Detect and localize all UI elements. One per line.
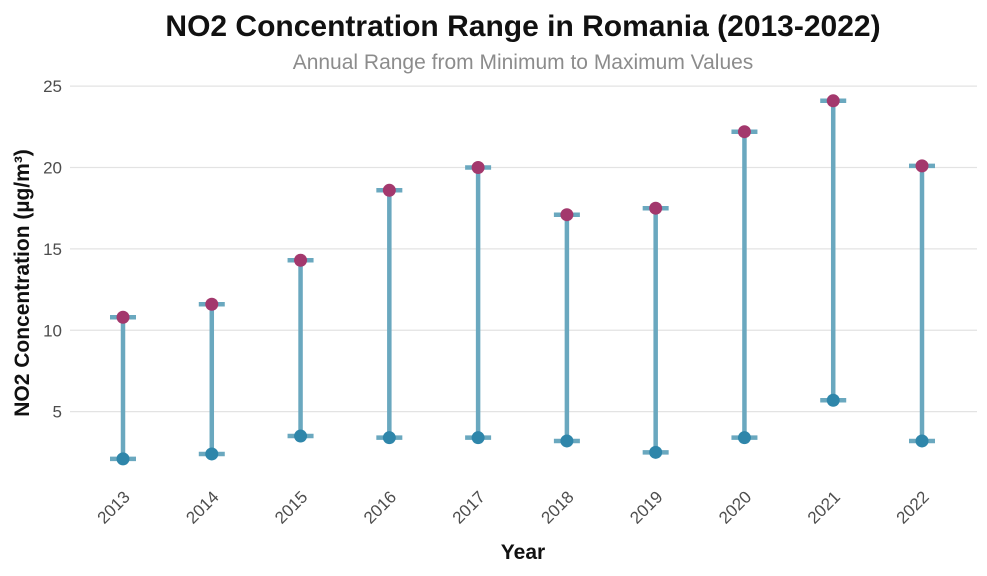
y-tick-label-10: 10 [43,321,62,340]
min-point-2018 [560,434,574,448]
x-tick-label-2020: 2020 [715,487,755,527]
min-point-2016 [382,431,396,445]
min-point-2021 [826,393,840,407]
range-group-2022 [909,159,935,448]
min-point-2013 [116,452,130,466]
min-point-2019 [649,445,663,459]
x-tick-label-2014: 2014 [182,487,222,527]
range-group-2018 [553,208,580,448]
y-tick-label-25: 25 [43,77,62,96]
x-tick-label-2015: 2015 [271,487,311,527]
range-group-2016 [376,183,403,445]
x-tick-label-2013: 2013 [94,487,134,527]
range-marks [110,94,935,466]
range-group-2015 [287,253,314,443]
y-axis-ticks: 5 10 15 20 25 [43,77,62,422]
max-point-2014 [205,297,219,311]
y-axis-title: NO2 Concentration (µg/m³) [11,149,34,417]
max-point-2016 [382,183,396,197]
x-tick-label-2021: 2021 [804,487,844,527]
min-point-2014 [205,447,219,461]
range-group-2020 [731,125,758,445]
y-tick-label-5: 5 [53,403,62,422]
x-tick-label-2017: 2017 [449,487,489,527]
max-point-2013 [116,310,130,324]
range-group-2014 [198,297,225,461]
max-point-2018 [560,208,574,222]
max-point-2015 [294,253,308,267]
y-tick-label-20: 20 [43,159,62,178]
max-point-2017 [471,161,485,175]
max-point-2019 [649,201,663,215]
x-tick-label-2016: 2016 [360,487,400,527]
max-point-2021 [826,94,840,108]
x-tick-label-2022: 2022 [893,487,933,527]
range-group-2013 [110,310,136,466]
chart-subtitle: Annual Range from Minimum to Maximum Val… [293,51,754,74]
x-axis-ticks: 2013 2014 2015 2016 2017 2018 2019 2020 2021 2022 [94,487,933,527]
max-point-2020 [737,125,751,139]
x-tick-label-2019: 2019 [626,487,666,527]
max-point-2022 [915,159,929,173]
grid-lines [70,85,977,413]
min-point-2022 [915,434,929,448]
range-group-2017 [465,161,492,445]
min-point-2017 [471,431,485,445]
chart-title: NO2 Concentration Range in Romania (2013… [165,10,880,43]
min-point-2020 [737,431,751,445]
y-tick-label-15: 15 [43,240,62,259]
x-axis-title: Year [501,541,545,564]
x-tick-label-2018: 2018 [538,487,578,527]
range-group-2019 [642,201,669,459]
range-group-2021 [820,94,847,407]
min-point-2015 [294,429,308,443]
